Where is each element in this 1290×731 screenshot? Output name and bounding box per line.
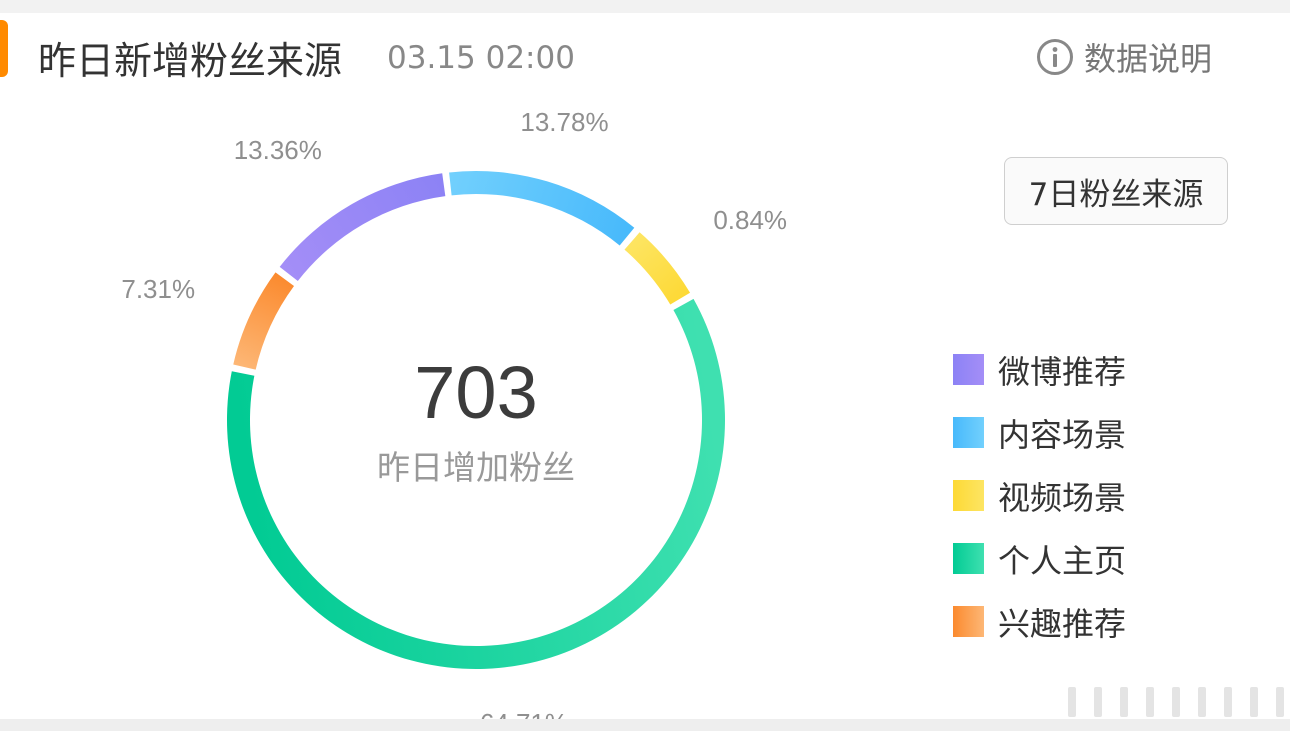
accent-tab — [0, 20, 8, 77]
timestamp: 03.15 02:00 — [387, 40, 575, 76]
pct-label-1: 13.78% — [520, 107, 608, 137]
legend-label: 内容场景 — [998, 415, 1127, 454]
slice-2 — [624, 232, 691, 305]
legend-item: 微博推荐 — [953, 338, 1126, 401]
legend-swatch — [953, 606, 984, 637]
bottom-divider — [0, 719, 1290, 731]
seven-day-source-button[interactable]: 7日粉丝来源 — [1004, 157, 1228, 225]
legend-label: 视频场景 — [998, 478, 1127, 517]
legend-item: 兴趣推荐 — [953, 590, 1126, 653]
pct-label-4: 7.31% — [121, 274, 195, 304]
legend-swatch — [953, 354, 984, 385]
center-label: 昨日增加粉丝 — [377, 448, 575, 487]
data-note-label: 数据说明 — [1084, 40, 1213, 78]
legend-swatch — [953, 480, 984, 511]
legend-item: 视频场景 — [953, 464, 1126, 527]
legend-item: 个人主页 — [953, 527, 1126, 590]
slice-1 — [449, 170, 635, 246]
pager-indicator — [1068, 687, 1290, 717]
legend-swatch — [953, 543, 984, 574]
pct-label-2: 0.84% — [713, 205, 787, 235]
slice-4 — [233, 272, 295, 370]
legend: 微博推荐内容场景视频场景个人主页兴趣推荐 — [953, 338, 1126, 653]
page-title: 昨日新增粉丝来源 — [38, 39, 343, 83]
legend-label: 微博推荐 — [998, 352, 1127, 391]
pct-label-5: 13.36% — [234, 135, 322, 165]
legend-label: 兴趣推荐 — [998, 604, 1127, 643]
data-note-link[interactable]: 数据说明 — [1036, 34, 1212, 80]
legend-item: 内容场景 — [953, 401, 1126, 464]
legend-swatch — [953, 417, 984, 448]
info-icon — [1037, 39, 1073, 75]
legend-label: 个人主页 — [998, 541, 1127, 580]
center-value: 703 — [414, 351, 537, 434]
slice-5 — [279, 173, 446, 281]
